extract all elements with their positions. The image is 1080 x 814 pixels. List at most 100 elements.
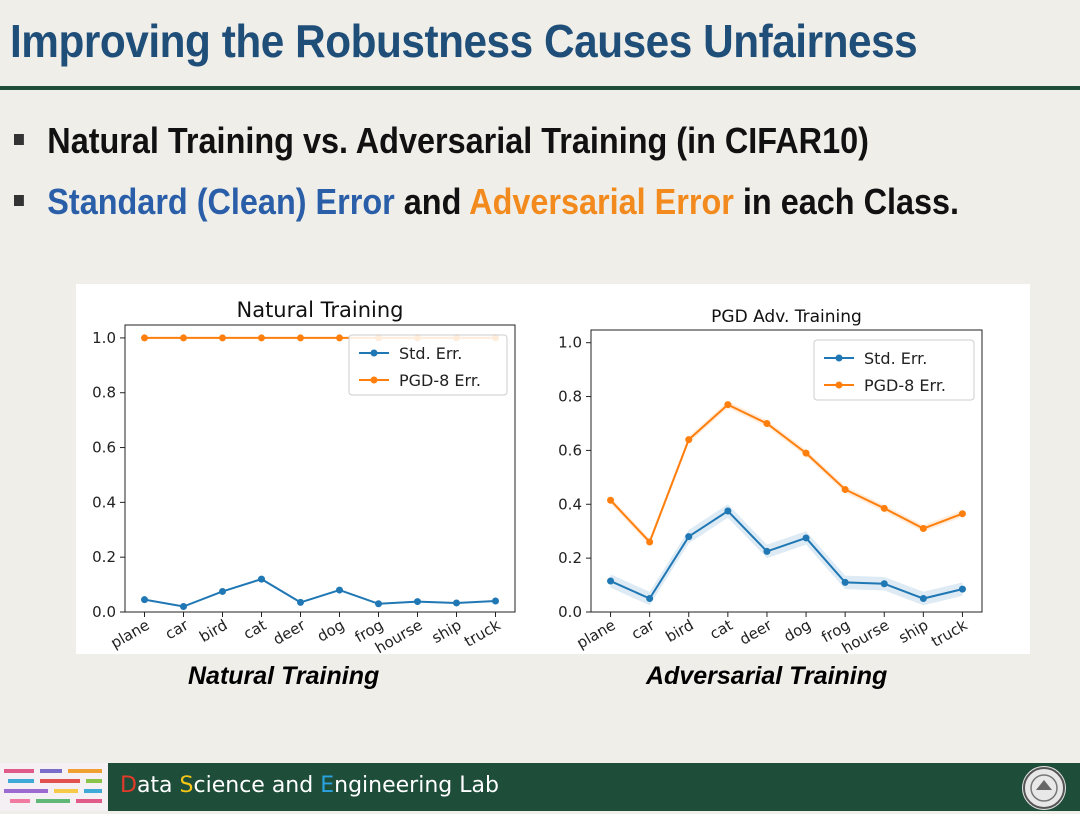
chart1-series-point-1 (414, 598, 421, 606)
charts-panel: Natural Training 0.0 0.2 0.4 0.6 0.8 1.0 plane c… (76, 284, 1030, 654)
university-seal-icon (1022, 766, 1066, 810)
chart2-series-line-1 (610, 509, 963, 600)
chart2-series-point-2 (880, 504, 888, 512)
chart2-series-point-2 (724, 401, 732, 409)
caption-natural-training: Natural Training (188, 662, 380, 690)
chart1-y-tick-label: 0.8 (92, 384, 116, 402)
chart2-series-point-1 (685, 533, 693, 541)
chart2-series-point-2 (607, 496, 615, 504)
chart2-y-tick-label: 1.0 (558, 334, 582, 352)
chart2-x-tick-label: cat (707, 616, 736, 643)
chart2-x-tick-label: dog (781, 616, 814, 646)
chart1-series-point-1 (258, 575, 265, 583)
chart2-series-point-1 (724, 507, 732, 515)
chart1-legend-marker-1 (370, 349, 378, 357)
chart1-title: Natural Training (237, 298, 404, 322)
chart1-y-tick-label: 0.6 (92, 439, 116, 457)
bullet-square-icon (14, 194, 24, 206)
chart2-y-tick-label: 0.6 (558, 441, 582, 459)
chart1-x-tick-label: car (162, 615, 192, 643)
chart1-series-point-1 (141, 596, 148, 604)
chart1-series-point-2 (297, 334, 304, 342)
chart1-x-tick-label: ship (429, 616, 465, 647)
chart2-plot-frame (590, 329, 983, 613)
chart2-x-tick-label: bird (663, 616, 697, 646)
footer-bar: Data Science and Engineering Lab (0, 763, 1080, 811)
chart1-y-tick-label: 0.4 (92, 493, 116, 511)
chart2-title: PGD Adv. Training (711, 307, 862, 327)
caption-adversarial-training: Adversarial Training (646, 662, 888, 690)
chart1-x-tick-label: truck (461, 616, 504, 651)
chart2-y-tick-label: 0.0 (558, 603, 582, 621)
chart1-series-point-1 (453, 599, 460, 607)
chart2-x-tick-label: deer (736, 615, 775, 648)
chart2-series-band-2 (610, 401, 963, 546)
chart2-legend-label-1: Std. Err. (864, 349, 927, 368)
chart1-x-tick-label: dog (314, 616, 347, 646)
chart1-y-tick-label: 0.0 (92, 603, 116, 621)
chart2-legend-label-2: PGD-8 Err. (864, 376, 946, 395)
chart2-x-tick-label: truck (928, 616, 971, 651)
chart2-series-point-1 (646, 595, 654, 603)
chart1-y-tick-label: 0.2 (92, 548, 116, 566)
adversarial-error-text: Adversarial Error (469, 181, 734, 222)
chart1-series-point-2 (141, 334, 148, 342)
chart1-series-point-1 (219, 587, 226, 595)
chart2-y-tick-label: 0.2 (558, 549, 582, 567)
chart1-series-point-1 (297, 598, 304, 606)
chart1-legend-label-2: PGD-8 Err. (399, 371, 481, 390)
chart2-series-point-1 (763, 547, 771, 555)
chart1-plot-frame (124, 324, 516, 613)
title-divider (0, 86, 1080, 90)
chart1-series-point-1 (180, 603, 187, 611)
chart2-series-point-2 (802, 449, 810, 457)
title-bar (0, 0, 1080, 87)
chart2-series-point-2 (841, 485, 849, 493)
bullet-error-types: Standard (Clean) Error and Adversarial E… (14, 181, 960, 222)
chart1-x-tick-label: deer (270, 615, 309, 648)
chart1-x-tick-label: cat (240, 616, 269, 643)
chart2-series-point-1 (919, 595, 927, 603)
chart1-y-tick-label: 1.0 (92, 329, 116, 347)
chart2-series-point-2 (646, 538, 654, 546)
chart1-legend-label-1: Std. Err. (399, 344, 462, 363)
bullet-text: and (394, 181, 470, 222)
chart2-x-tick-label: plane (574, 616, 619, 652)
chart1-legend-marker-2 (370, 376, 378, 384)
chart1-x-tick-label: bird (196, 616, 230, 646)
chart1-series-point-2 (219, 334, 226, 342)
chart1-x-tick-label: plane (107, 616, 152, 652)
chart1-series-point-2 (180, 334, 187, 342)
chart2-series-point-1 (802, 534, 810, 542)
lab-logo (0, 763, 108, 811)
slide-title: Improving the Robustness Causes Unfairne… (10, 15, 918, 67)
bullet-square-icon (14, 133, 24, 145)
bullet-text: in each Class. (733, 181, 960, 222)
chart2-series-point-1 (958, 585, 966, 593)
chart2-y-tick-label: 0.4 (558, 495, 582, 513)
chart1-series-point-1 (336, 586, 343, 594)
lab-logo-icon (4, 769, 102, 803)
chart1-series-point-1 (375, 600, 382, 608)
chart1-series-point-2 (258, 334, 265, 342)
chart2-legend-marker-1 (835, 354, 843, 362)
chart2-x-tick-label: ship (895, 616, 931, 647)
chart2-series-point-2 (919, 525, 927, 533)
lab-name: Data Science and Engineering Lab (120, 773, 499, 798)
chart1-series-line-1 (144, 578, 496, 608)
chart2-x-tick-label: car (628, 615, 658, 643)
chart1-series-point-2 (336, 334, 343, 342)
chart2-series-point-2 (958, 510, 966, 518)
chart2-series-point-1 (607, 577, 615, 585)
standard-error-text: Standard (Clean) Error (47, 181, 395, 222)
chart2-series-point-2 (763, 419, 771, 427)
chart2-series-point-1 (841, 578, 849, 586)
chart2-series-point-1 (880, 580, 888, 588)
chart2-y-tick-label: 0.8 (558, 388, 582, 406)
bullet-text: Natural Training vs. Adversarial Trainin… (47, 120, 869, 161)
chart2-legend-marker-2 (835, 381, 843, 389)
chart2-series-line-2 (609, 403, 963, 544)
chart2-series-point-2 (685, 436, 693, 444)
bullet-natural-vs-adversarial: Natural Training vs. Adversarial Trainin… (14, 120, 869, 161)
